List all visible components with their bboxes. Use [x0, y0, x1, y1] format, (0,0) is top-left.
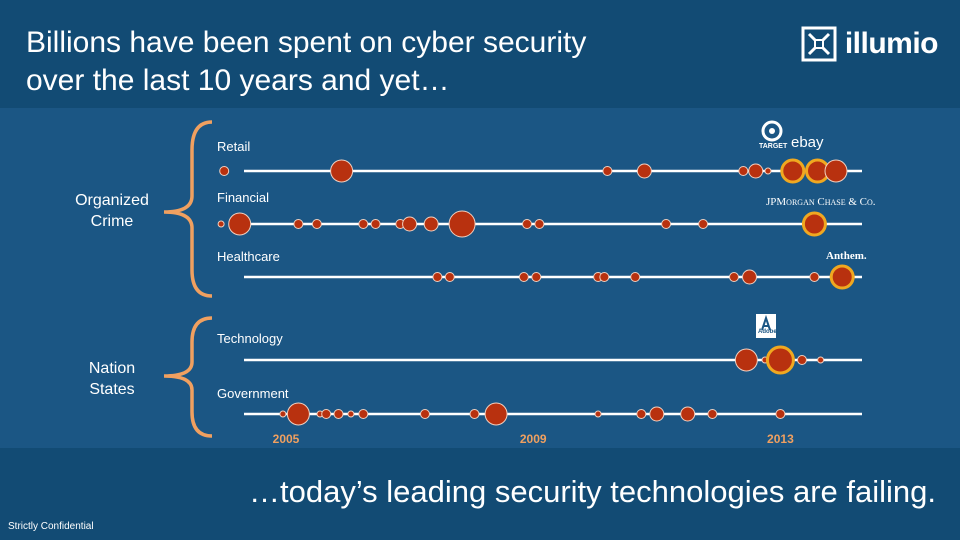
timeline-row-healthcare: Healthcare — [217, 249, 862, 290]
breach-point — [370, 219, 381, 229]
illumio-logo: illumio — [801, 24, 939, 64]
adobe-logo — [756, 314, 776, 338]
x-tick-label: 2009 — [520, 432, 547, 446]
breach-point — [518, 272, 529, 282]
confidential-label: Strictly Confidential — [8, 521, 94, 532]
breach-point — [824, 159, 848, 183]
breach-point — [484, 402, 508, 426]
breach-point — [734, 348, 758, 372]
title-line-1: Billions have been spent on cyber securi… — [26, 26, 587, 59]
illumio-mark-icon — [801, 26, 837, 62]
timeline-row-retail: Retail — [217, 139, 862, 184]
brand-adobe-label: Adobe — [758, 329, 777, 335]
breach-point — [729, 272, 739, 282]
breach-point — [402, 216, 418, 232]
breach-point — [444, 272, 455, 282]
breach-point — [448, 210, 476, 238]
breach-point — [707, 409, 718, 419]
target-logo — [761, 120, 783, 142]
breach-point — [764, 167, 772, 175]
breach-point — [738, 166, 749, 176]
breach-point — [630, 272, 641, 282]
group-label-nation-states: Nation States — [62, 358, 162, 400]
header-band: Billions have been spent on cyber securi… — [0, 0, 960, 108]
brand-ebay-label: ebay — [791, 134, 824, 151]
group-label-line: Organized — [75, 192, 149, 209]
group-label-line: Crime — [90, 213, 134, 230]
breach-point — [286, 402, 310, 426]
breach-point — [742, 269, 757, 285]
timeline-row-government: Government — [217, 386, 862, 426]
bracket-nation-states — [163, 316, 213, 438]
breach-point — [347, 410, 355, 418]
page-title: Billions have been spent on cyber securi… — [26, 24, 666, 100]
bracket-organized-crime — [163, 120, 213, 298]
breach-point — [636, 409, 647, 419]
footer-band — [0, 448, 960, 540]
breach-point — [531, 272, 542, 282]
breach-point — [330, 159, 354, 183]
breach-point — [279, 410, 287, 418]
x-axis-ticks: 2005 2009 2013 — [273, 432, 794, 446]
group-label-line: States — [89, 381, 135, 398]
breach-point — [522, 219, 532, 229]
breach-point — [797, 355, 807, 365]
breach-point — [698, 219, 709, 229]
breach-point — [333, 409, 344, 419]
brand-target-label: TARGET — [759, 143, 788, 150]
tagline: …today’s leading security technologies a… — [249, 474, 936, 509]
breach-point-highlighted — [780, 158, 806, 184]
breach-point — [594, 410, 602, 418]
breach-point-highlighted — [801, 211, 827, 237]
breach-point — [311, 219, 322, 229]
breach-point — [420, 409, 430, 419]
x-tick-label: 2013 — [767, 432, 794, 446]
breach-point — [636, 163, 652, 179]
timeline-row-financial: Financial — [217, 190, 862, 238]
breach-point-highlighted — [765, 345, 795, 375]
breach-point — [219, 166, 230, 176]
breach-point — [817, 356, 825, 364]
row-label: Government — [217, 386, 289, 401]
breach-point — [775, 409, 786, 419]
breach-point — [649, 406, 665, 422]
title-line-2: over the last 10 years and yet… — [26, 64, 450, 97]
breach-point — [217, 220, 225, 228]
x-tick-label: 2005 — [273, 432, 300, 446]
breach-point — [358, 219, 369, 229]
breach-point — [661, 219, 672, 229]
row-label: Retail — [217, 139, 250, 154]
brand-jpmorgan-label: JPMorgan Chase & Co. — [766, 196, 876, 208]
brand-anthem-label: Anthem. — [826, 250, 867, 262]
breach-point — [534, 219, 545, 229]
breach-point — [680, 406, 696, 422]
breach-point — [748, 163, 764, 179]
row-label: Technology — [217, 331, 283, 346]
breach-point — [809, 272, 820, 282]
breach-point — [423, 216, 439, 232]
breach-point — [358, 409, 369, 419]
breach-point — [469, 409, 480, 419]
row-label: Financial — [217, 190, 269, 205]
breach-point — [599, 272, 610, 282]
rows-layer: Retail Financial Healthcare Technology Gover… — [217, 139, 862, 426]
breach-point — [432, 272, 443, 282]
breach-point — [293, 219, 304, 229]
timeline-row-technology: Technology — [217, 331, 862, 375]
breach-point — [602, 166, 613, 176]
group-label-organized-crime: Organized Crime — [62, 190, 162, 232]
group-label-line: Nation — [88, 360, 136, 377]
logo-text: illumio — [844, 27, 939, 60]
row-label: Healthcare — [217, 249, 280, 264]
breach-point-highlighted — [829, 264, 855, 290]
breach-point — [321, 409, 332, 419]
breach-point — [228, 212, 252, 236]
